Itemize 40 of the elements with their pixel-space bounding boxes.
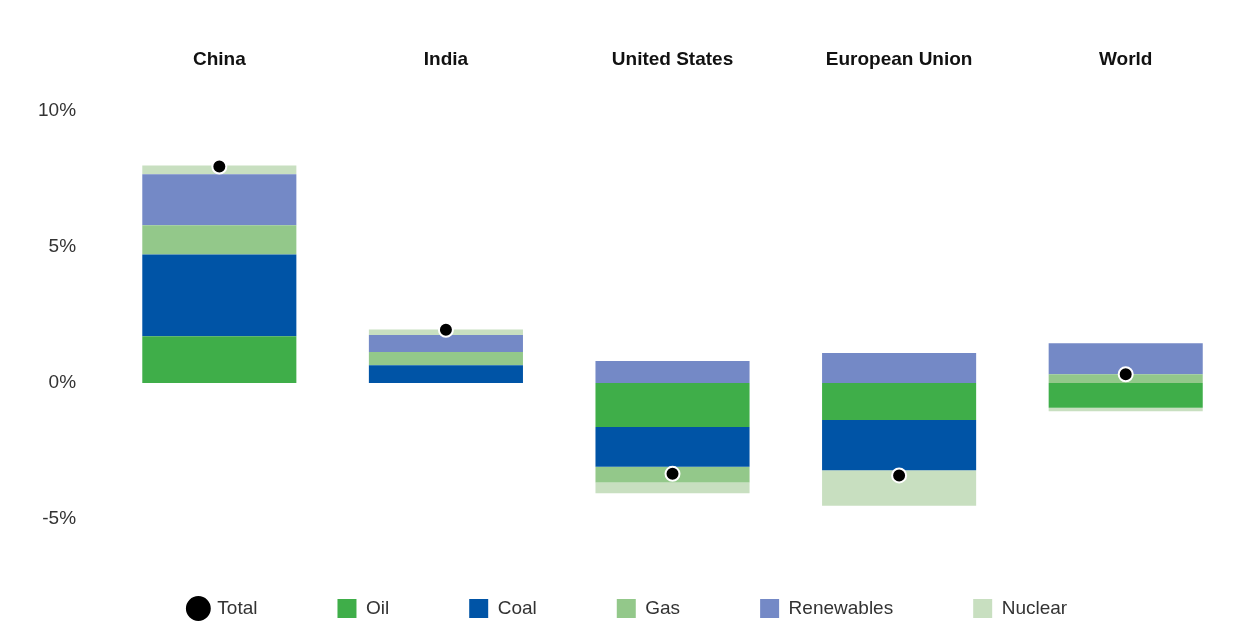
bar xyxy=(368,365,523,383)
legend-label: Coal xyxy=(497,596,537,618)
point xyxy=(211,158,228,175)
legend-label: Gas xyxy=(645,596,681,618)
x-tick-label: European Union xyxy=(825,47,973,69)
point xyxy=(664,465,681,482)
bar xyxy=(1048,374,1203,383)
bar xyxy=(595,482,750,494)
point xyxy=(437,321,454,338)
y-tick-label: 5% xyxy=(48,235,77,257)
bar xyxy=(368,335,523,352)
x-tick-label: World xyxy=(1098,47,1153,69)
legend-label: Nuclear xyxy=(1001,596,1068,618)
legend-label: Oil xyxy=(365,596,390,618)
bar xyxy=(822,382,977,420)
bar xyxy=(368,351,523,366)
bar xyxy=(142,254,297,337)
y-tick-label: -5% xyxy=(42,507,77,529)
bar xyxy=(142,174,297,226)
legend-label: Renewables xyxy=(788,596,894,618)
x-tick-label: India xyxy=(423,47,469,69)
x-tick-label: China xyxy=(192,47,247,69)
bar xyxy=(595,466,750,483)
bar xyxy=(822,470,977,506)
x-tick-label: United States xyxy=(611,47,734,69)
point xyxy=(1117,366,1134,383)
bar xyxy=(1048,382,1203,408)
bar xyxy=(142,225,297,255)
y-tick-label: 0% xyxy=(48,371,77,393)
bar xyxy=(142,165,297,175)
legend-label: Total xyxy=(217,596,258,618)
bar xyxy=(822,419,977,471)
bar xyxy=(595,360,750,383)
bar xyxy=(142,336,297,383)
point xyxy=(891,467,908,484)
bar xyxy=(595,427,750,467)
bar xyxy=(1048,343,1203,375)
bar xyxy=(595,382,750,428)
y-tick-label: 10% xyxy=(38,99,77,121)
bar xyxy=(822,353,977,383)
